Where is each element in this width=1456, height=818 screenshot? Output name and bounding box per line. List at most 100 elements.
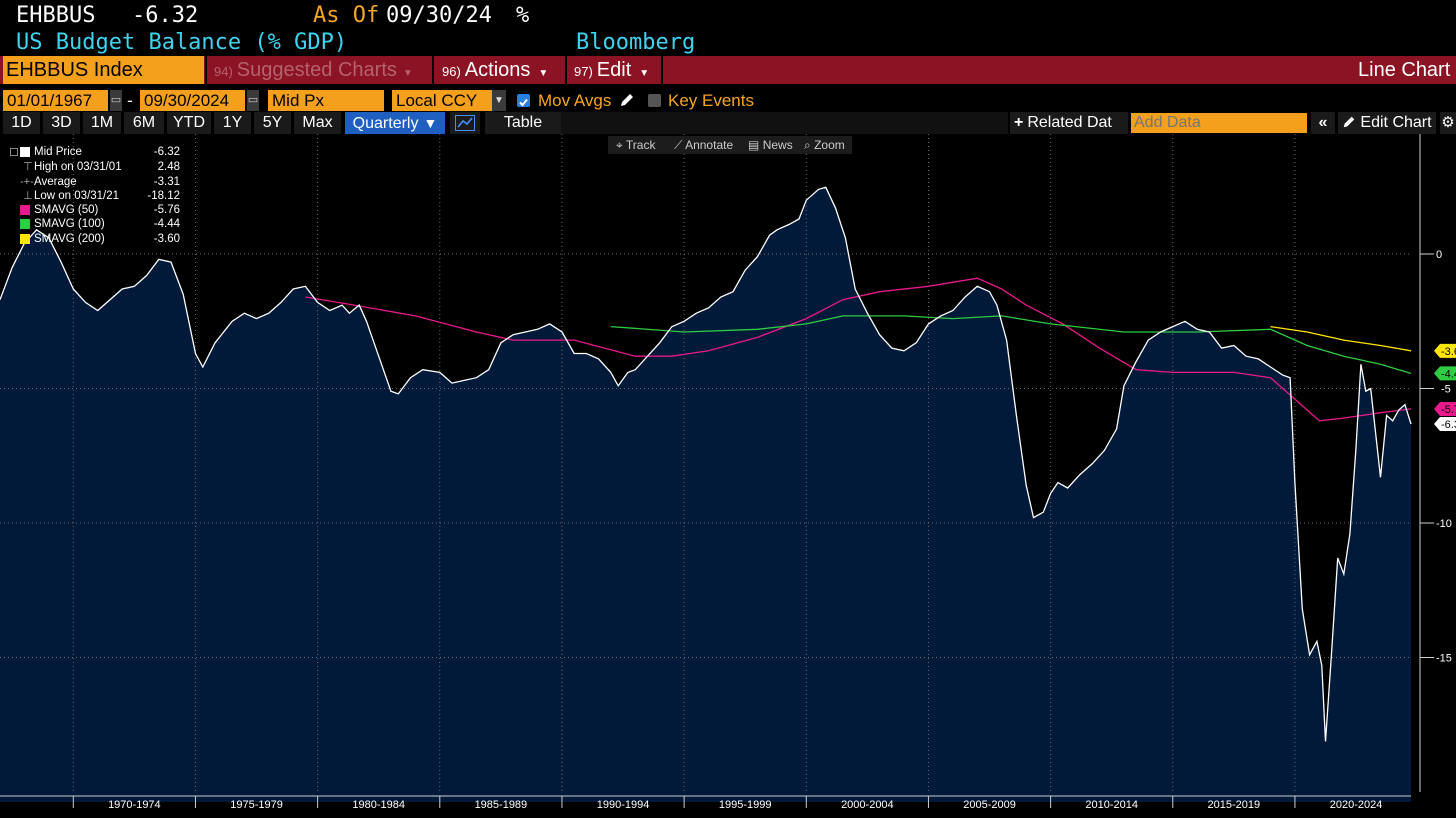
actions-label: Actions (464, 59, 531, 81)
series-line-smavg-50 (305, 277, 1412, 422)
legend-value: -4.44 (153, 218, 180, 230)
last-value-tag: -3.60 (1434, 343, 1456, 358)
x-tick-label: 1990-1994 (597, 799, 650, 811)
period-3d-button[interactable]: 3D (43, 112, 80, 134)
ticker: EHBBUS (16, 3, 96, 28)
add-data-input[interactable] (1131, 113, 1307, 133)
table-button[interactable]: Table (485, 112, 561, 134)
related-data-button[interactable]: + Related Dat (1010, 112, 1128, 134)
y-tick-label: -10 (1436, 518, 1452, 530)
period-5y-button[interactable]: 5Y (254, 112, 291, 134)
date-separator: - (127, 91, 133, 110)
caret-down-icon: ▼ (538, 68, 549, 79)
key-events-label: Key Events (668, 91, 754, 110)
legend-item-smavg-200[interactable]: SMAVG (200) -3.60 (10, 232, 180, 246)
legend-item-smavg-100[interactable]: SMAVG (100) -4.44 (10, 217, 180, 231)
period-max-button[interactable]: Max (294, 112, 341, 134)
track-tool[interactable]: ⌖ Track (616, 136, 655, 154)
legend-item-mid-price[interactable]: Mid Price -6.32 (10, 145, 180, 159)
caret-down-icon: ▼ (423, 115, 438, 131)
last-value-tag-label: -3.60 (1441, 346, 1456, 358)
caret-down-icon: ▼ (402, 68, 413, 79)
suggested-charts-menu[interactable]: 94) Suggested Charts ▼ (214, 56, 413, 84)
tab-divider (661, 56, 663, 84)
collapse-toggle-icon (10, 148, 18, 156)
magnifier-icon: ⌕ (804, 138, 811, 152)
x-tick-label: 1970-1974 (108, 799, 161, 811)
legend-name: High on 03/31/01 (34, 161, 122, 173)
annotate-icon: ⟋ (674, 138, 683, 152)
last-value-tag-label: -4.44 (1441, 368, 1456, 380)
last-value-tag: -5 (1434, 381, 1456, 396)
area-fill (0, 187, 1411, 803)
actions-num: 96) (442, 64, 461, 79)
annotate-tool[interactable]: ⟋ Annotate (674, 136, 733, 154)
calendar-icon[interactable]: ▭ (110, 90, 122, 111)
axis-background (1411, 134, 1456, 818)
related-data-label: Related Dat (1027, 114, 1112, 131)
currency-select[interactable]: Local CCY (392, 90, 492, 111)
chart-type-label: Line Chart (1358, 59, 1451, 81)
edit-num: 97) (574, 64, 593, 79)
mov-avgs-checkbox[interactable] (517, 94, 530, 107)
x-tick-label: 2020-2024 (1330, 799, 1383, 811)
last-value-tag-label: -6.32 (1441, 419, 1456, 431)
edit-chart-button[interactable]: Edit Chart (1338, 112, 1436, 134)
x-tick-label: 1985-1989 (475, 799, 528, 811)
legend-name: SMAVG (50) (34, 204, 99, 216)
legend-value: -3.60 (153, 233, 180, 245)
pencil-icon (1344, 116, 1355, 128)
pencil-icon[interactable] (619, 92, 635, 112)
end-date-input[interactable]: 09/30/2024 (140, 90, 245, 111)
chart-area[interactable]: 0-5-10-15-3.60-4.44-5-5.76-6.321970-1974… (0, 134, 1456, 818)
suggested-charts-num: 94) (214, 64, 233, 79)
edit-menu[interactable]: 97) Edit ▼ (574, 56, 649, 84)
last-value-tag-shape (1434, 366, 1456, 381)
start-date-input[interactable]: 01/01/1967 (3, 90, 108, 111)
price-field-select[interactable]: Mid Px (268, 90, 384, 111)
period-1d-button[interactable]: 1D (3, 112, 40, 134)
low-marker-icon: ⊥ (23, 190, 33, 202)
last-value-tag-shape (1434, 381, 1456, 396)
period-1m-button[interactable]: 1M (83, 112, 121, 134)
key-events-checkbox[interactable] (648, 94, 661, 107)
caret-down-icon[interactable]: ▼ (492, 90, 506, 111)
series-line-smavg-200 (1270, 325, 1412, 352)
zoom-label: Zoom (814, 138, 845, 152)
line-chart-icon[interactable] (450, 112, 480, 134)
frequency-label: Quarterly (352, 115, 419, 132)
index-tab[interactable]: EHBBUS Index (3, 56, 204, 84)
legend-item-low: ⊥ Low on 03/31/21 -18.12 (10, 189, 180, 203)
tab-divider (432, 56, 434, 84)
legend-value: -18.12 (147, 190, 180, 202)
track-label: Track (625, 138, 656, 152)
frequency-select[interactable]: Quarterly ▼ (345, 112, 445, 134)
legend-swatch (20, 234, 30, 244)
news-tool[interactable]: ▤ News (748, 136, 793, 154)
actions-menu[interactable]: 96) Actions ▼ (442, 56, 548, 84)
x-tick-label: 2000-2004 (841, 799, 894, 811)
gear-icon[interactable]: ⚙ (1440, 112, 1456, 134)
legend-swatch (20, 219, 30, 229)
as-of-date: 09/30/24 (386, 3, 492, 28)
period-1y-button[interactable]: 1Y (214, 112, 251, 134)
legend-swatch (20, 147, 30, 157)
crosshair-icon: ⌖ (616, 138, 623, 152)
legend-item-average: -+- Average -3.31 (10, 175, 180, 189)
period-6m-button[interactable]: 6M (124, 112, 164, 134)
caret-down-icon: ▼ (639, 68, 650, 79)
legend-name: SMAVG (100) (34, 218, 105, 230)
period-ytd-button[interactable]: YTD (167, 112, 211, 134)
calendar-icon[interactable]: ▭ (247, 90, 259, 111)
suggested-charts-label: Suggested Charts (236, 59, 397, 81)
tab-divider (205, 56, 207, 84)
legend-item-high: ⊤ High on 03/31/01 2.48 (10, 160, 180, 174)
collapse-icon[interactable]: « (1311, 112, 1335, 134)
legend-name: Low on 03/31/21 (34, 190, 120, 202)
tab-divider (565, 56, 567, 84)
high-marker-icon: ⊤ (23, 161, 33, 173)
zoom-tool[interactable]: ⌕ Zoom (804, 136, 845, 154)
legend-item-smavg-50[interactable]: SMAVG (50) -5.76 (10, 203, 180, 217)
series-line-mid-price (0, 186, 1412, 742)
x-tick-label: 1980-1984 (352, 799, 405, 811)
